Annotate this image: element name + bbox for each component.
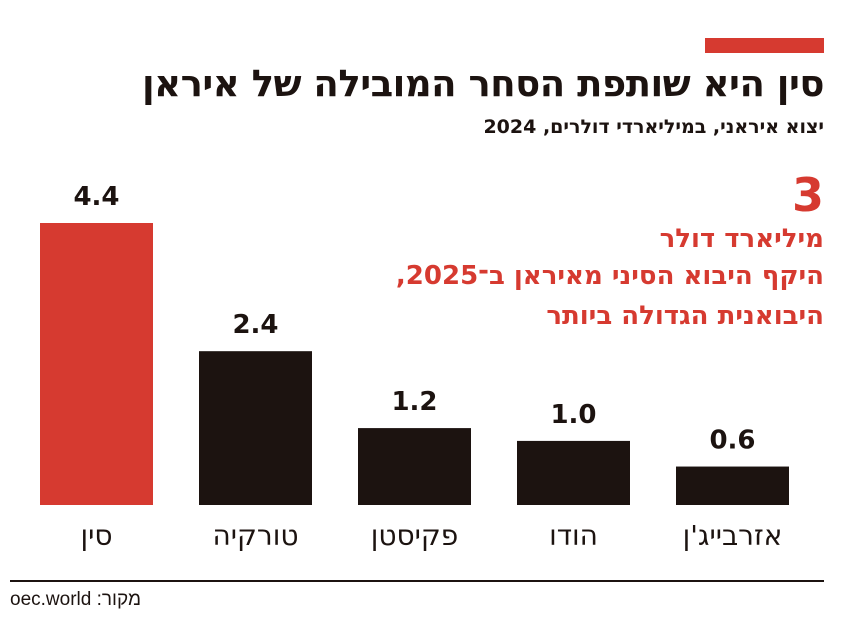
value-label-4: 0.6 xyxy=(709,426,755,456)
category-label-0: סין xyxy=(80,519,112,552)
source-divider xyxy=(10,580,824,582)
category-label-2: פקיסטן xyxy=(371,519,459,552)
value-label-3: 1.0 xyxy=(550,400,596,430)
callout-number: 3 xyxy=(791,168,824,222)
category-label-1: טורקיה xyxy=(212,519,298,552)
source-note: מקור: oec.world xyxy=(10,589,142,610)
category-label-3: הודו xyxy=(549,519,598,552)
value-label-1: 2.4 xyxy=(232,310,278,340)
callout-unit: מיליארד דולר xyxy=(659,224,824,254)
bar-2 xyxy=(358,428,471,505)
chart-title: סין היא שותפת הסחר המובילה של איראן xyxy=(141,62,825,105)
value-label-2: 1.2 xyxy=(391,387,437,417)
accent-bar xyxy=(705,38,824,53)
chart-subtitle: יצוא איראני, במיליארדי דולרים, 2024 xyxy=(483,116,824,138)
bar-3 xyxy=(517,440,630,505)
callout: 3 מיליארד דולר היקף היבוא הסיני מאיראן ב… xyxy=(396,168,824,336)
bar-4 xyxy=(676,466,789,505)
value-label-0: 4.4 xyxy=(73,182,119,212)
callout-line-1: היקף היבוא הסיני מאיראן ב־2025, xyxy=(395,261,824,291)
bar-1 xyxy=(199,351,312,505)
category-label-4: אזרבייג'ן xyxy=(683,519,783,552)
bar-0 xyxy=(40,223,153,505)
callout-line-2: היבואנית הגדולה ביותר xyxy=(546,301,824,331)
